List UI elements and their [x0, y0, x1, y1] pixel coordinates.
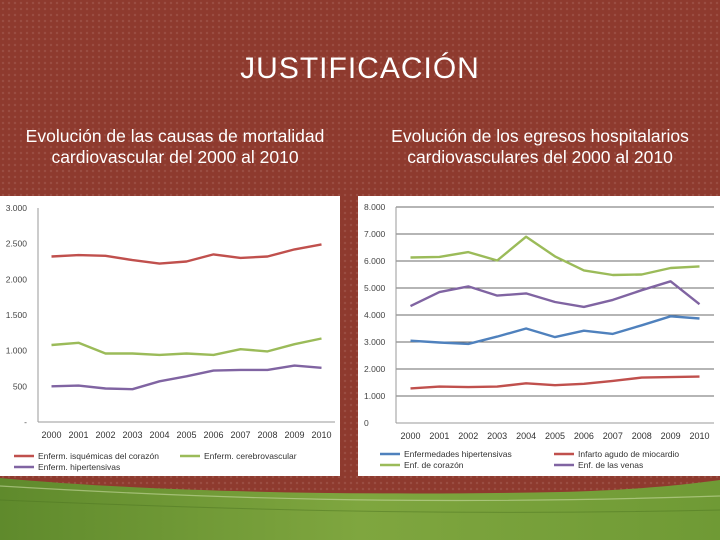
- x-tick-label: 2002: [458, 431, 478, 441]
- x-tick-label: 2010: [311, 430, 331, 440]
- series-line-3: [51, 364, 322, 391]
- y-tick-label: 2.000: [364, 364, 386, 374]
- legend-label: Enf. de las venas: [578, 460, 643, 470]
- y-tick-label: 0: [364, 418, 369, 428]
- x-tick-label: 2009: [284, 430, 304, 440]
- legend-label: Enferm. cerebrovascular: [204, 451, 297, 461]
- mortality-chart-svg: - 500 1.000 1.500 2.000 2.500 3.000 2000 2001 200…: [6, 203, 335, 472]
- legend-label: Infarto agudo de miocardio: [578, 449, 679, 459]
- series-line-1: [410, 315, 700, 346]
- y-tick-label: 1.500: [6, 310, 28, 320]
- series-line-2: [410, 375, 700, 390]
- x-tick-label: 2003: [487, 431, 507, 441]
- x-tick-label: 2000: [41, 430, 61, 440]
- legend-label: Enferm. hipertensivas: [38, 462, 120, 472]
- subtitle-hospital-discharges: Evolución de los egresos hospitalarios c…: [391, 126, 689, 167]
- x-tick-label: 2008: [632, 431, 652, 441]
- subtitle-mortality: Evolución de las causas de mortalidad ca…: [25, 126, 325, 167]
- hospital-discharges-chart: 0 1.000 2.000 3.000 4.000 5.000 6.000 7.000 8.00…: [358, 196, 720, 476]
- x-tick-label: 2000: [400, 431, 420, 441]
- x-tick-label: 2004: [149, 430, 169, 440]
- y-tick-label: 500: [13, 381, 27, 391]
- y-tick-label: -: [24, 417, 27, 427]
- y-tick-label: 3.000: [6, 203, 28, 213]
- y-tick-label: 7.000: [364, 229, 386, 239]
- mortality-chart: - 500 1.000 1.500 2.000 2.500 3.000 2000 2001 200…: [0, 196, 340, 476]
- legend-label: Enferm. isquémicas del corazón: [38, 451, 159, 461]
- y-tick-label: 1.000: [364, 391, 386, 401]
- x-tick-label: 2006: [203, 430, 223, 440]
- y-tick-label: 2.500: [6, 239, 28, 249]
- y-tick-label: 2.000: [6, 274, 28, 284]
- x-tick-label: 2007: [230, 430, 250, 440]
- decorative-green-band: [0, 478, 720, 540]
- legend-label: Enf. de corazón: [404, 460, 464, 470]
- y-tick-label: 8.000: [364, 202, 386, 212]
- x-tick-label: 2010: [690, 431, 710, 441]
- discharges-chart-svg: 0 1.000 2.000 3.000 4.000 5.000 6.000 7.000 8.00…: [364, 202, 714, 470]
- x-tick-label: 2009: [661, 431, 681, 441]
- x-tick-label: 2005: [176, 430, 196, 440]
- x-tick-label: 2002: [95, 430, 115, 440]
- slide-title: JUSTIFICACIÓN: [240, 52, 480, 85]
- y-tick-label: 6.000: [364, 256, 386, 266]
- x-tick-label: 2006: [574, 431, 594, 441]
- x-tick-label: 2004: [516, 431, 536, 441]
- series-line-4: [409, 280, 701, 309]
- series-line-2: [51, 337, 322, 357]
- legend-label: Enfermedades hipertensivas: [404, 449, 512, 459]
- y-tick-label: 3.000: [364, 337, 386, 347]
- x-tick-label: 2001: [68, 430, 88, 440]
- series-line-1: [51, 243, 322, 265]
- x-tick-label: 2001: [429, 431, 449, 441]
- y-tick-label: 1.000: [6, 346, 28, 356]
- y-tick-label: 4.000: [364, 310, 386, 320]
- x-tick-label: 2007: [603, 431, 623, 441]
- y-tick-label: 5.000: [364, 283, 386, 293]
- x-tick-label: 2005: [545, 431, 565, 441]
- x-tick-label: 2003: [122, 430, 142, 440]
- x-tick-label: 2008: [257, 430, 277, 440]
- series-line-3: [410, 235, 700, 277]
